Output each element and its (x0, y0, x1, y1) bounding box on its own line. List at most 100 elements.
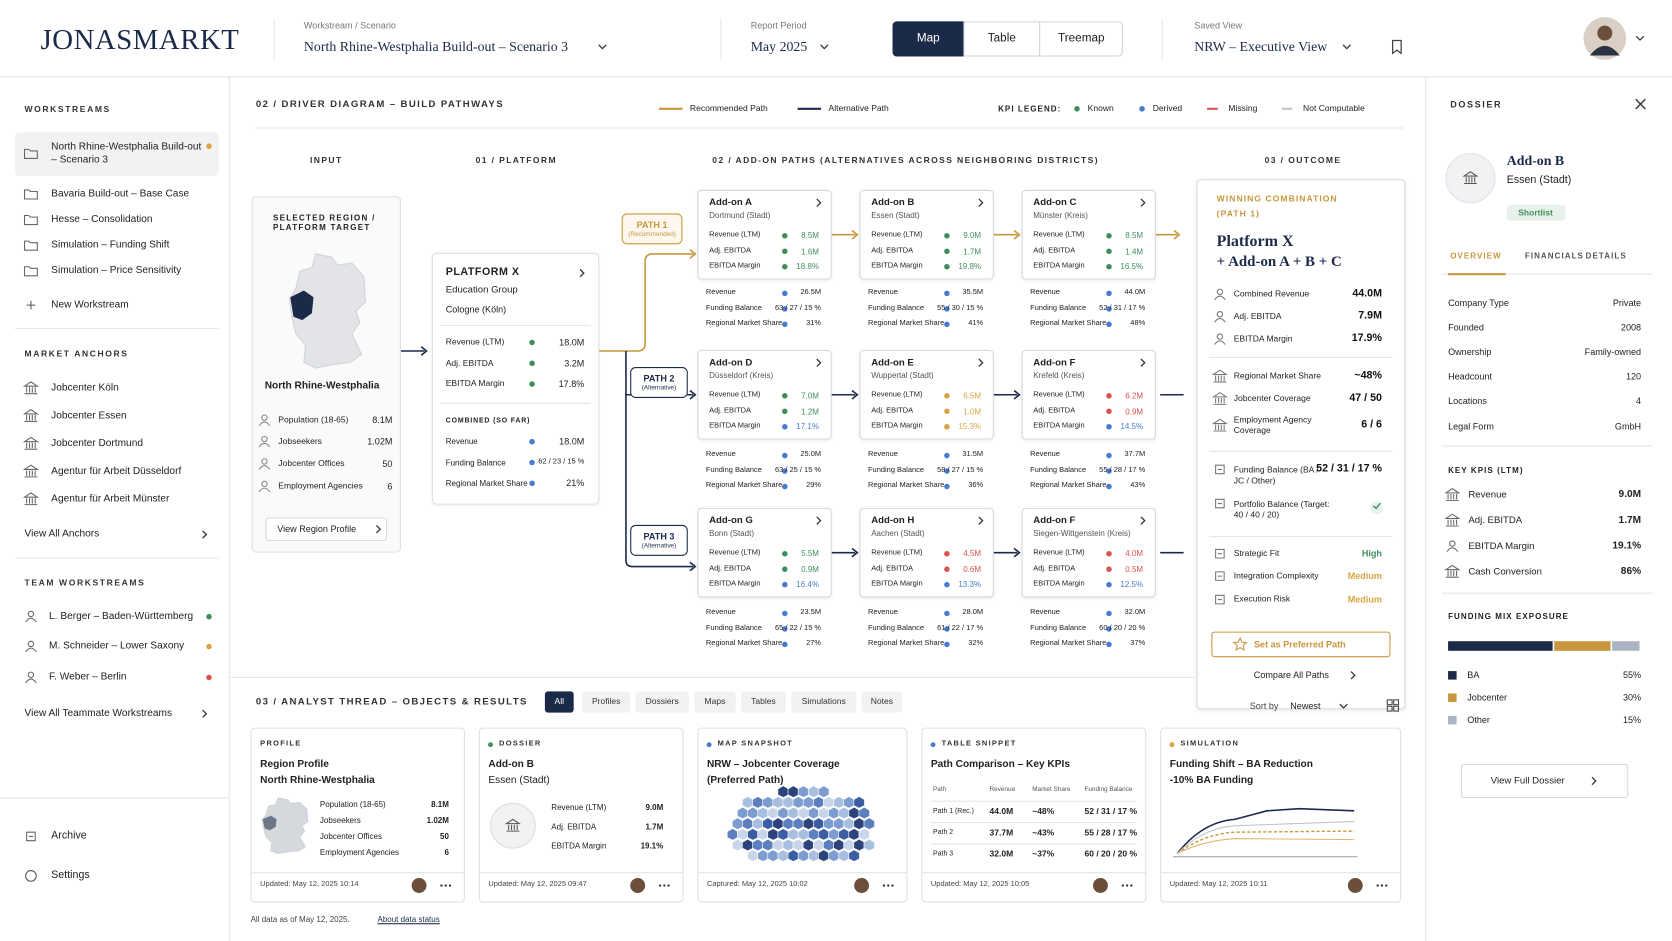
mix-segment (1554, 641, 1611, 651)
anchor-item[interactable]: Jobcenter Dortmund (51, 437, 143, 450)
workstream-item[interactable]: Hesse – Consolidation (51, 213, 153, 226)
filter-chip-label[interactable]: Simulations (801, 696, 846, 707)
addon-card[interactable] (697, 189, 832, 280)
tab[interactable]: OVERVIEW (1450, 251, 1502, 261)
link[interactable]: About data status (377, 914, 440, 925)
saved-view-select[interactable]: NRW – Executive View (1194, 38, 1328, 55)
map-region (807, 785, 820, 798)
more-icon (882, 884, 886, 887)
addon-card[interactable] (859, 507, 994, 598)
status-dot (782, 423, 788, 430)
map-region (853, 817, 865, 830)
addon-card[interactable] (1021, 349, 1156, 440)
map-region (777, 849, 789, 862)
label: Essen (Stadt) (871, 210, 920, 221)
team-item[interactable]: F. Weber – Berlin (49, 671, 127, 683)
label: Updated: May 12, 2025 10:11 (1169, 880, 1268, 889)
button[interactable] (265, 517, 388, 541)
arrowhead (851, 229, 859, 240)
nav-item[interactable]: Archive (51, 829, 87, 842)
label: Revenue (867, 608, 898, 617)
view-tab[interactable]: Treemap (1058, 32, 1105, 45)
addon-card[interactable] (697, 349, 832, 440)
filter-chip-label[interactable]: All (554, 696, 565, 707)
anchor-item[interactable]: Jobcenter Köln (51, 382, 119, 394)
new-workstream[interactable]: New Workstream (51, 298, 129, 311)
label: 9.0M (963, 230, 982, 241)
label: 9.0M (645, 802, 664, 813)
filter-chip-label[interactable]: Tables (751, 696, 776, 707)
view-tab-active[interactable] (892, 21, 964, 57)
anchor-item[interactable]: Jobcenter Essen (51, 409, 127, 422)
icon (1215, 498, 1225, 509)
preferred-button[interactable] (1211, 631, 1391, 658)
more-icon (444, 884, 447, 887)
workstream-item[interactable]: North Rhine-Westphalia Build-out – Scena… (51, 140, 202, 166)
link[interactable]: View All Anchors (24, 528, 100, 540)
filter-chip[interactable] (791, 691, 857, 713)
thread-card[interactable] (921, 727, 1147, 903)
workstream-select[interactable]: North Rhine-Westphalia Build-out – Scena… (303, 38, 569, 55)
addon-card[interactable] (859, 349, 994, 440)
label: Known (1087, 103, 1114, 114)
sort-select[interactable]: Newest (1290, 700, 1321, 712)
view-tab[interactable]: Table (987, 32, 1016, 45)
status-dot (1106, 550, 1112, 557)
filter-chip[interactable] (635, 691, 689, 713)
status-dot (1106, 408, 1112, 415)
avatar (1589, 45, 1620, 56)
view-tab[interactable]: Map (916, 32, 940, 45)
addon-card[interactable] (859, 189, 994, 280)
nav-item[interactable]: Settings (51, 869, 90, 881)
addon-card[interactable] (1021, 189, 1156, 280)
platform-card[interactable] (431, 252, 600, 505)
button[interactable] (1460, 763, 1629, 799)
thread-card[interactable] (1160, 727, 1402, 903)
button-label[interactable]: Set as Preferred Path (1254, 638, 1346, 650)
icon (23, 148, 38, 159)
addon-card[interactable] (697, 507, 832, 598)
anchor-item[interactable]: Agentur für Arbeit Düsseldorf (51, 465, 182, 477)
workstream-item[interactable]: Simulation – Funding Shift (51, 239, 170, 251)
filter-chip[interactable] (694, 691, 736, 713)
filter-chip-label[interactable]: Profiles (591, 696, 621, 707)
workstream-item[interactable]: Simulation – Price Sensitivity (51, 264, 182, 277)
workstream-item[interactable]: Bavaria Build-out – Base Case (51, 187, 190, 200)
label: Jobcenter Coverage (1233, 393, 1311, 404)
tab[interactable]: FINANCIALS (1524, 251, 1584, 261)
link[interactable]: Compare All Paths (1253, 669, 1329, 681)
filter-chip-label[interactable]: Notes (870, 696, 894, 707)
label: 52 / 31 / 17 % (1099, 304, 1146, 312)
tab[interactable]: DETAILS (1585, 251, 1627, 261)
chevron (579, 268, 585, 278)
more-icon (448, 884, 452, 887)
label: 1.6M (801, 246, 819, 256)
label: Funding Balance (1030, 624, 1087, 632)
anchor-item[interactable]: Agentur für Arbeit Münster (51, 492, 170, 505)
selected-workstream[interactable] (14, 132, 219, 177)
period-select[interactable]: May 2025 (750, 38, 808, 55)
filter-chip[interactable] (544, 691, 574, 713)
label: Revenue (705, 608, 736, 617)
button-label[interactable]: View Full Dossier (1490, 774, 1565, 786)
button-label[interactable]: View Region Profile (277, 523, 357, 535)
label: Funding Balance (867, 304, 925, 312)
filter-chip[interactable] (741, 691, 786, 713)
filter-chip-label[interactable]: Dossiers (645, 696, 679, 707)
team-item[interactable]: L. Berger – Baden-Württemberg (49, 610, 194, 623)
label: 5.5M (801, 548, 819, 559)
label: Jobcenter Offices (319, 831, 382, 842)
status-dot (206, 143, 212, 149)
filter-chip-label[interactable]: Maps (704, 696, 726, 707)
label: ~48% (1354, 369, 1382, 382)
link[interactable]: View All Teammate Workstreams (24, 707, 173, 720)
label: 44.0M (1124, 288, 1146, 297)
filter-chip[interactable] (582, 691, 631, 713)
filter-chip[interactable] (861, 691, 903, 713)
addon-card[interactable] (1021, 507, 1156, 598)
label: 48% (1130, 319, 1146, 328)
label: Revenue (867, 288, 898, 297)
label: Adj. EBITDA (709, 564, 752, 572)
team-item[interactable]: M. Schneider – Lower Saxony (49, 640, 185, 652)
